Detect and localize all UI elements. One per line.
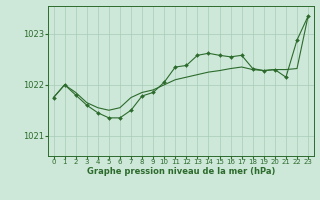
X-axis label: Graphe pression niveau de la mer (hPa): Graphe pression niveau de la mer (hPa) [87, 167, 275, 176]
